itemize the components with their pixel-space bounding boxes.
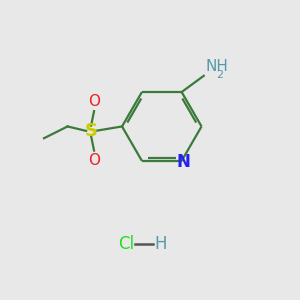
Text: O: O — [88, 94, 100, 109]
Text: S: S — [85, 122, 98, 140]
Text: H: H — [154, 235, 167, 253]
Text: Cl: Cl — [118, 235, 134, 253]
Text: NH: NH — [205, 59, 228, 74]
Text: O: O — [88, 153, 100, 168]
Text: 2: 2 — [216, 70, 224, 80]
Text: N: N — [176, 153, 190, 171]
